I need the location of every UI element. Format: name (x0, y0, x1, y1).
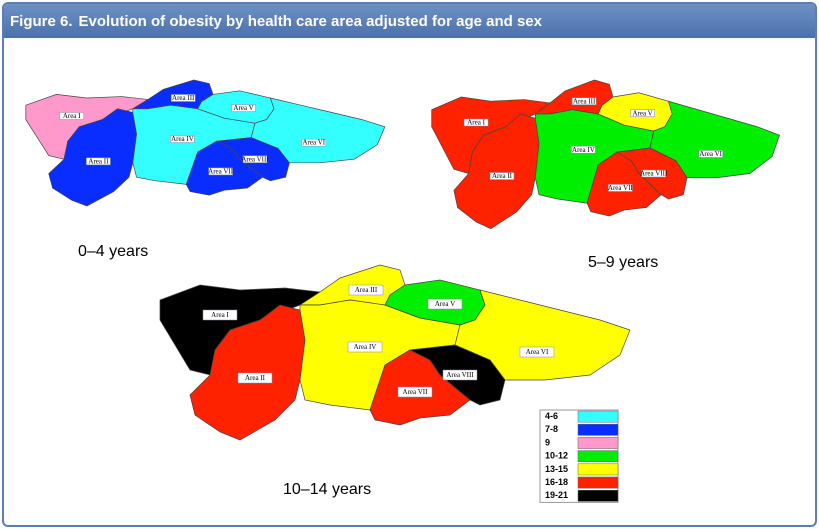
area-label: Area I (467, 119, 485, 127)
area-region (189, 304, 306, 441)
area-label-box (489, 172, 515, 180)
area-label-box (608, 184, 633, 192)
area-label: Area II (492, 172, 513, 180)
area-label: Area I (63, 112, 81, 120)
map-caption: 10–14 years (283, 481, 371, 498)
legend-swatch (577, 423, 619, 436)
legend-label: 7-8 (545, 424, 558, 434)
area-label: Area VI (699, 150, 722, 158)
area-region (454, 289, 631, 381)
area-label: Area III (355, 286, 378, 294)
map: Area I Area II Area III Area IV Area V Area V… (25, 79, 386, 207)
area-label: Area VII (208, 168, 234, 176)
area-label-box (170, 135, 195, 143)
area-label: Area VII (608, 184, 634, 192)
map: Area I Area II Area III Area IV Area V Area V… (159, 264, 631, 441)
area-label: Area II (88, 157, 109, 165)
legend-swatch (577, 489, 619, 502)
area-label: Area V (632, 109, 652, 117)
area-label: Area IV (354, 343, 377, 351)
area-label: Area II (245, 374, 266, 382)
area-label-box (698, 150, 723, 158)
legend-label: 13-15 (545, 464, 568, 474)
area-label-box (86, 157, 111, 166)
legend-swatch (577, 450, 619, 463)
area-region (250, 97, 386, 164)
area-region (48, 108, 137, 207)
area-label: Area VI (303, 139, 326, 147)
area-label-box (202, 309, 238, 321)
area-label: Area VIII (241, 155, 269, 163)
area-label: Area III (573, 97, 596, 105)
area-label: Area IV (572, 146, 595, 154)
figure-title: Evolution of obesity by health care area… (78, 13, 542, 30)
area-label-box (571, 97, 597, 105)
area-label: Area I (211, 311, 229, 319)
area-label-box (630, 109, 655, 117)
area-label-box (237, 372, 273, 384)
area-label-box (208, 167, 233, 176)
area-label-box (427, 298, 463, 310)
area-label-box (442, 369, 478, 381)
area-label-box (242, 155, 268, 163)
area-label: Area VIII (640, 170, 668, 178)
legend-label: 16-18 (545, 477, 568, 487)
area-label-box (463, 118, 489, 127)
legend-swatch (577, 463, 619, 476)
area-label-box (347, 341, 383, 353)
area-region (649, 100, 780, 179)
area-label-box (519, 346, 555, 358)
legend-swatch (577, 410, 619, 423)
area-label-box (301, 138, 327, 147)
legend-swatch (577, 437, 619, 449)
area-label: Area VI (526, 348, 549, 356)
area-label-box (348, 284, 384, 296)
header: Figure 6. Evolution of obesity by health … (4, 4, 815, 38)
area-label: Area V (233, 104, 253, 112)
area-label: Area IV (171, 135, 194, 143)
map: Area I Area II Area III Area IV Area V Area V… (431, 79, 780, 230)
area-label-box (571, 145, 596, 154)
legend-label: 9 (545, 437, 550, 447)
area-label-box (641, 169, 666, 178)
area-label-box (231, 104, 256, 112)
area-label-box (397, 386, 433, 398)
legend-label: 10-12 (545, 451, 568, 461)
legend-label: 19-21 (545, 490, 568, 500)
area-label: Area III (172, 94, 195, 102)
area-label: Area V (435, 300, 455, 308)
area-label: Area VIII (446, 371, 474, 379)
area-region (453, 113, 540, 230)
area-label-box (59, 112, 84, 120)
area-label-box (170, 94, 196, 102)
legend-label: 4-6 (545, 411, 558, 421)
legend-swatch (577, 476, 619, 489)
map-caption: 0–4 years (78, 243, 148, 260)
area-label: Area VII (403, 388, 429, 396)
figure-number: Figure 6. (10, 13, 73, 30)
map-caption: 5–9 years (588, 254, 658, 271)
